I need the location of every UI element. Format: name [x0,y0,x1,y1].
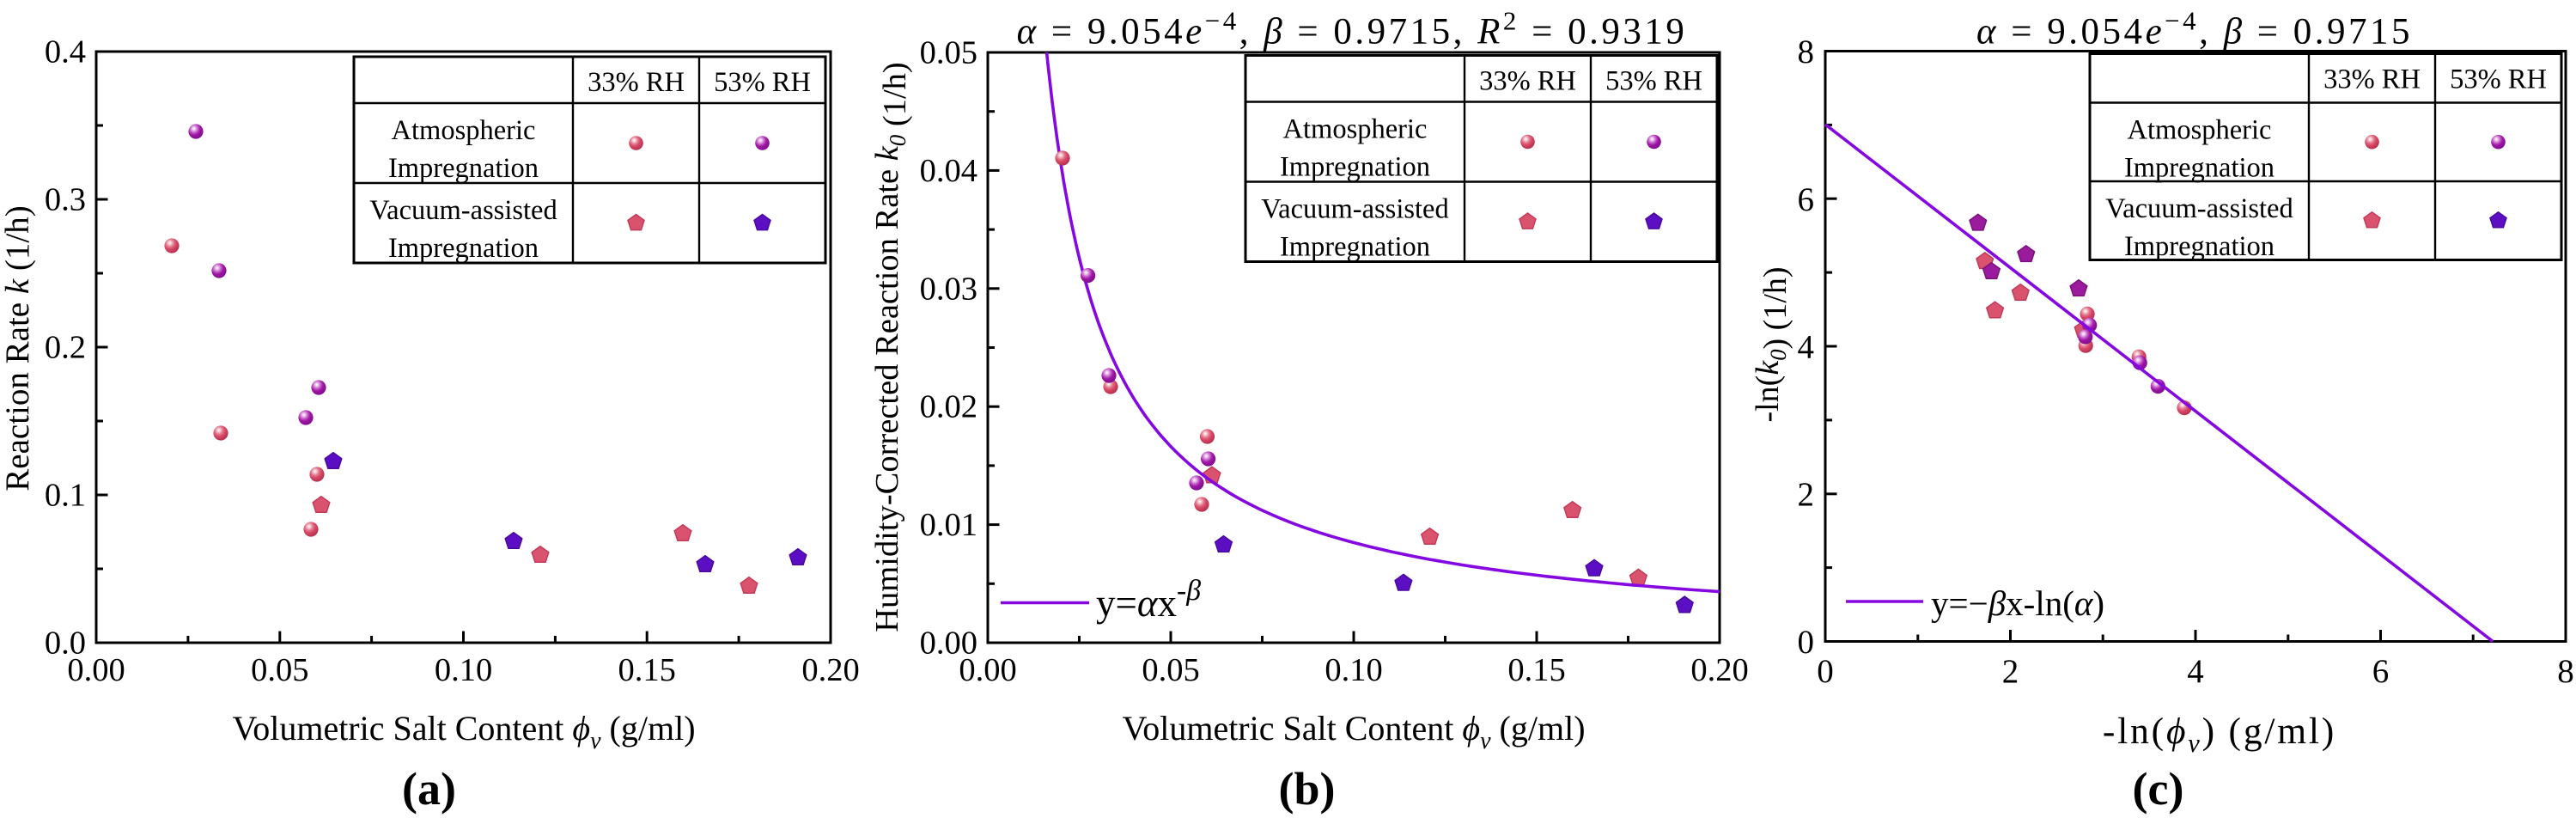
svg-text:Vacuum-assisted: Vacuum-assisted [2105,193,2293,224]
svg-text:(a): (a) [402,763,456,815]
svg-text:Impregnation: Impregnation [1280,152,1430,183]
svg-text:0.05: 0.05 [1142,652,1199,688]
svg-text:6: 6 [1798,181,1815,218]
svg-text:0.05: 0.05 [251,652,308,688]
svg-text:4: 4 [1798,329,1815,366]
svg-text:2: 2 [2002,653,2019,690]
svg-text:8: 8 [2557,653,2574,690]
svg-text:0.00: 0.00 [920,626,977,662]
svg-text:53% RH: 53% RH [2450,64,2547,95]
svg-text:Reaction Rate k (1/h): Reaction Rate k (1/h) [0,205,36,491]
svg-text:α = 9.054e−4, β = 0.9715, R2 =: α = 9.054e−4, β = 0.9715, R2 = 0.9319 [1017,6,1688,52]
svg-text:(c): (c) [2133,763,2184,815]
svg-text:0.04: 0.04 [920,153,977,189]
svg-text:(b): (b) [1279,763,1336,815]
svg-text:0.0: 0.0 [45,626,86,662]
svg-text:0.10: 0.10 [435,652,492,688]
svg-text:0.2: 0.2 [45,330,86,366]
svg-text:-ln(ϕv) (g/ml): -ln(ϕv) (g/ml) [2103,711,2336,758]
svg-text:4: 4 [2187,653,2204,690]
svg-text:Impregnation: Impregnation [388,153,539,184]
svg-text:0.15: 0.15 [618,652,676,688]
svg-text:0.03: 0.03 [920,271,977,307]
svg-text:33% RH: 33% RH [1479,66,1576,97]
svg-text:0.3: 0.3 [45,182,86,218]
svg-text:α = 9.054e−4, β = 0.9715: α = 9.054e−4, β = 0.9715 [1976,6,2413,52]
svg-text:0: 0 [1798,624,1815,661]
svg-text:0.20: 0.20 [801,652,859,688]
svg-text:Vacuum-assisted: Vacuum-assisted [1261,194,1448,225]
svg-text:Impregnation: Impregnation [388,233,539,264]
svg-text:0.00: 0.00 [67,652,125,688]
svg-text:0.15: 0.15 [1507,652,1565,688]
svg-text:Vacuum-assisted: Vacuum-assisted [369,195,557,226]
svg-text:53% RH: 53% RH [1605,66,1702,97]
svg-text:y=αx-β: y=αx-β [1096,575,1201,625]
svg-text:53% RH: 53% RH [714,67,811,98]
svg-text:6: 6 [2372,653,2390,690]
svg-text:Volumetric Salt Content ϕv (g/: Volumetric Salt Content ϕv (g/ml) [1122,709,1585,754]
svg-text:8: 8 [1798,34,1815,70]
svg-text:Impregnation: Impregnation [2124,231,2275,262]
svg-text:2: 2 [1798,476,1815,513]
svg-text:0: 0 [1817,653,1834,690]
svg-text:Humidity-Corrected Reaction Ra: Humidity-Corrected Reaction Rate k0 (1/h… [869,62,913,632]
svg-text:33% RH: 33% RH [2323,64,2421,95]
svg-text:-ln(k0) (1/h): -ln(k0) (1/h) [1750,266,1793,422]
svg-text:0.4: 0.4 [45,34,86,70]
svg-text:0.05: 0.05 [920,35,977,71]
svg-text:0.20: 0.20 [1690,652,1748,688]
svg-text:Atmospheric: Atmospheric [392,115,536,146]
svg-text:0.10: 0.10 [1325,652,1382,688]
svg-text:0.00: 0.00 [959,652,1016,688]
svg-text:Impregnation: Impregnation [2124,153,2275,184]
svg-text:0.01: 0.01 [920,507,977,543]
svg-text:Atmospheric: Atmospheric [2128,115,2272,146]
svg-text:33% RH: 33% RH [588,67,685,98]
svg-text:Atmospheric: Atmospheric [1283,114,1428,145]
svg-text:0.02: 0.02 [920,389,977,425]
svg-text:y=−βx-ln(α): y=−βx-ln(α) [1931,583,2104,623]
svg-text:Volumetric Salt Content ϕv (g/: Volumetric Salt Content ϕv (g/ml) [232,709,695,754]
svg-text:0.1: 0.1 [45,478,86,514]
svg-text:Impregnation: Impregnation [1280,232,1430,263]
